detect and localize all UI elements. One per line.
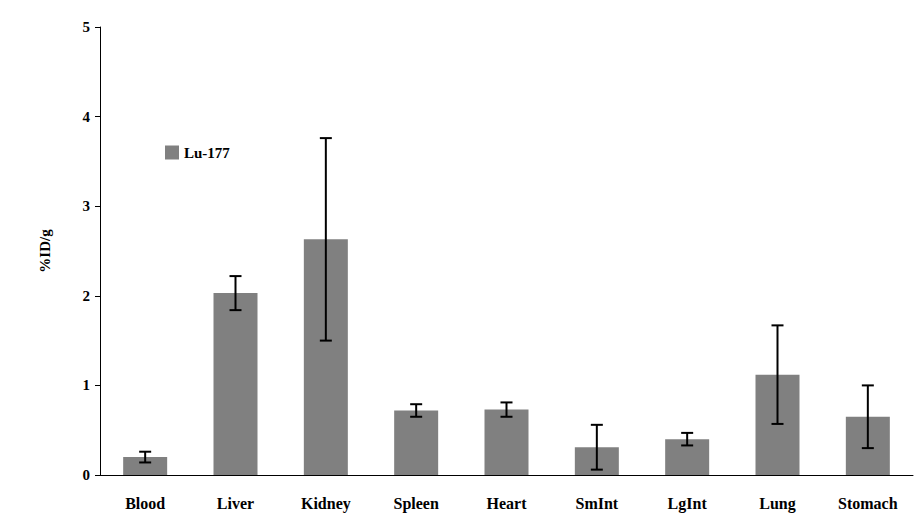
svg-text:LgInt: LgInt (668, 495, 708, 513)
svg-text:Lu-177: Lu-177 (184, 145, 230, 161)
svg-text:0: 0 (83, 467, 91, 483)
svg-text:Spleen: Spleen (393, 495, 438, 513)
svg-text:SmInt: SmInt (575, 495, 618, 512)
svg-text:Lung: Lung (759, 495, 795, 513)
svg-text:5: 5 (83, 19, 91, 35)
svg-text:2: 2 (83, 288, 91, 304)
svg-text:Blood: Blood (125, 495, 165, 512)
svg-text:4: 4 (83, 109, 91, 125)
svg-text:1: 1 (83, 377, 91, 393)
svg-text:Kidney: Kidney (301, 495, 351, 513)
svg-text:Heart: Heart (487, 495, 528, 512)
svg-text:Liver: Liver (217, 495, 254, 512)
svg-text:3: 3 (83, 198, 91, 214)
svg-text:Stomach: Stomach (838, 495, 898, 512)
svg-text:%ID/g: %ID/g (37, 229, 53, 273)
